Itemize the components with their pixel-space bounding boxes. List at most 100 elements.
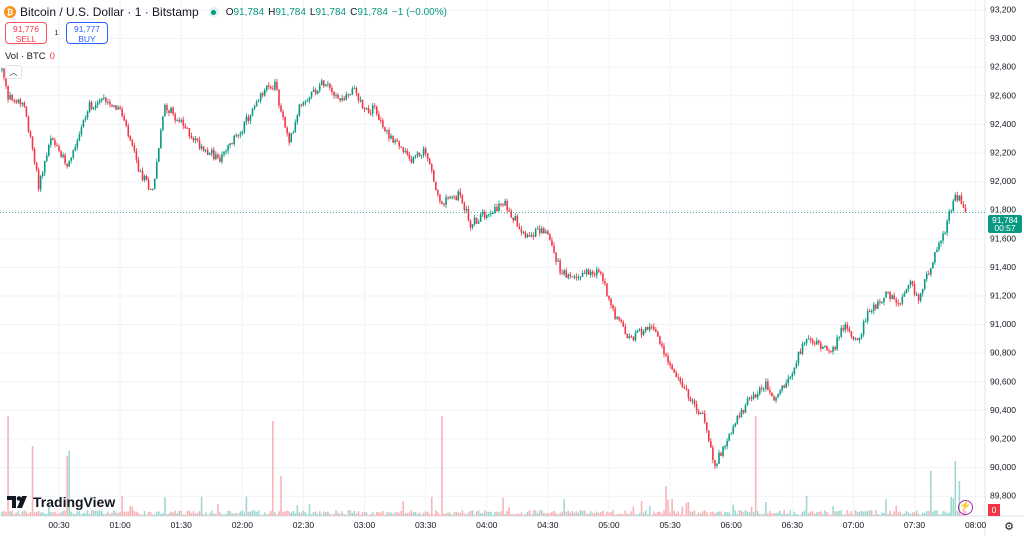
volume-bar <box>891 514 893 516</box>
tradingview-logo[interactable]: TradingView <box>7 494 115 510</box>
candle-body <box>838 336 840 338</box>
candle-body <box>113 105 115 107</box>
candle-body <box>689 397 692 402</box>
candle-body <box>78 134 81 141</box>
lightning-icon[interactable]: ⚡ <box>958 500 973 515</box>
candle-body <box>414 155 417 158</box>
candle-body <box>396 140 398 142</box>
volume-bar <box>520 512 523 516</box>
candle-body <box>325 84 327 87</box>
candle-body <box>864 321 867 323</box>
candle-body <box>866 311 869 322</box>
candle-body <box>756 394 759 398</box>
candle-body <box>650 326 653 328</box>
volume-bar <box>952 498 955 516</box>
candle-body <box>897 302 900 304</box>
candle-body <box>353 87 356 89</box>
volume-bar <box>41 512 44 516</box>
collapse-legend-button[interactable]: ︿ <box>5 65 22 79</box>
candle-body <box>166 105 168 111</box>
candle-body <box>3 68 5 78</box>
candle-body <box>74 147 77 151</box>
volume-bar <box>602 510 604 516</box>
candle-body <box>210 149 213 154</box>
candle-body <box>500 203 502 205</box>
candle-body <box>367 108 370 113</box>
volume-bar <box>624 510 627 516</box>
candle-body <box>80 127 83 135</box>
volume-bar <box>752 512 755 516</box>
volume-bar <box>836 511 838 516</box>
buy-button[interactable]: 91,777 BUY <box>66 22 108 44</box>
candle-body <box>117 107 119 110</box>
candle-body <box>306 100 309 102</box>
candle-body <box>204 150 207 152</box>
candle-body <box>579 276 582 278</box>
volume-bar <box>119 512 121 516</box>
candle-body <box>21 102 24 105</box>
market-status-icon[interactable] <box>208 7 219 17</box>
candle-body <box>648 326 651 330</box>
candle-body <box>805 339 808 344</box>
volume-bar <box>524 513 527 516</box>
volume-bar <box>39 512 42 516</box>
candle-body <box>369 112 372 114</box>
sell-button[interactable]: 91,776 SELL <box>5 22 47 44</box>
candle-body <box>730 433 733 435</box>
candle-body <box>595 269 598 276</box>
volume-bar <box>779 510 781 516</box>
candle-body <box>752 394 755 399</box>
candle-body <box>206 150 209 155</box>
candle-body <box>76 140 79 148</box>
candle-body <box>300 104 303 106</box>
candle-body <box>280 105 282 112</box>
candle-body <box>777 393 779 398</box>
volume-bar <box>213 513 215 516</box>
volume-bar <box>646 514 649 516</box>
volume-bar <box>45 513 48 516</box>
volume-bar <box>960 514 963 516</box>
volume-bar <box>392 514 394 516</box>
candle-body <box>441 201 443 204</box>
volume-bar <box>461 510 464 516</box>
settings-gear-icon[interactable]: ⚙ <box>1004 521 1014 533</box>
candle-body <box>734 423 737 427</box>
volume-bar <box>736 513 739 516</box>
candle-body <box>614 308 616 319</box>
candle-body <box>231 143 233 145</box>
volume-bar <box>433 514 435 516</box>
volume-bar <box>457 512 460 516</box>
candle-body <box>573 276 576 278</box>
candle-body <box>98 100 101 103</box>
candle-body <box>35 162 38 170</box>
candle-body <box>836 337 838 350</box>
volume-bar <box>612 510 614 516</box>
volume-bar <box>870 510 873 516</box>
volume-bar <box>771 513 773 516</box>
time-tick-label: 02:00 <box>232 520 254 530</box>
symbol-title[interactable]: Bitcoin / U.S. Dollar · 1 · Bitstamp <box>20 5 199 19</box>
candle-body <box>390 135 392 139</box>
volume-bar <box>917 513 920 516</box>
candle-body <box>536 228 539 230</box>
volume-bar <box>202 514 205 516</box>
candle-body <box>270 86 272 89</box>
candle-body <box>636 330 639 333</box>
candle-body <box>180 119 183 122</box>
volume-bar <box>669 512 671 516</box>
candle-body <box>879 301 881 303</box>
candle-body <box>5 77 7 87</box>
volume-bar <box>720 511 722 516</box>
volume-legend[interactable]: Vol · BTC 0 <box>5 51 55 62</box>
candle-body <box>398 141 400 147</box>
volume-bar <box>640 501 643 516</box>
volume-bar <box>54 511 56 516</box>
candle-body <box>41 172 44 177</box>
candle-body <box>168 110 170 113</box>
volume-bar <box>412 512 415 516</box>
candle-body <box>801 343 804 354</box>
candle-body <box>125 120 128 126</box>
volume-bar <box>683 514 686 516</box>
volume-bar <box>600 512 602 516</box>
